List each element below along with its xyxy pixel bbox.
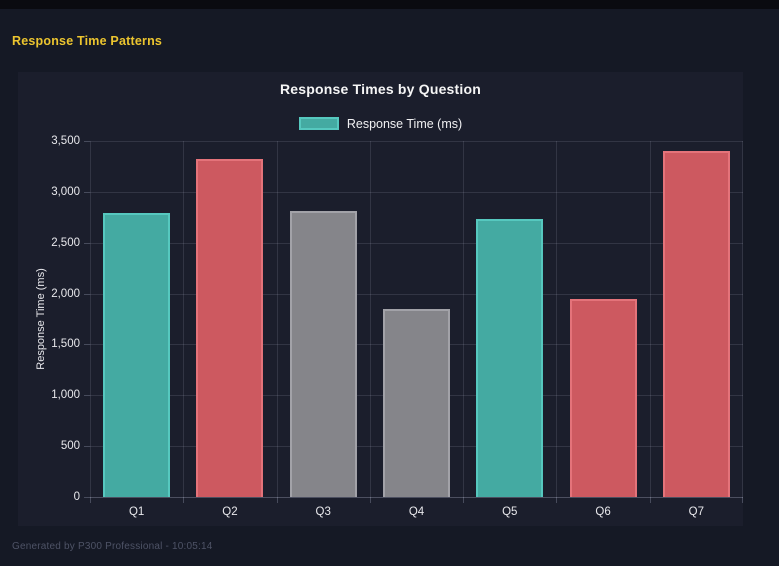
bar-q7[interactable] — [662, 150, 730, 497]
y-tick-label: 1,500 — [51, 338, 80, 351]
y-tick-label: 2,500 — [51, 236, 80, 249]
footer-status: Generated by P300 Professional - 10:05:1… — [12, 541, 213, 552]
plot-area: 0 500 1,000 1,500 2,000 2,500 3,000 3,500 Q1 Q2 Q3… — [51, 135, 743, 518]
y-tick-mark — [84, 497, 90, 498]
y-tick-label: 500 — [60, 440, 80, 453]
chart-title: Response Times by Question — [280, 81, 481, 97]
y-tick-mark — [84, 395, 90, 397]
x-tick-mark — [649, 497, 651, 503]
x-gridline — [369, 141, 371, 497]
x-tick-mark — [742, 497, 743, 503]
x-tick-label: Q6 — [595, 506, 611, 518]
window-top-strip — [0, 0, 779, 9]
chart-legend[interactable]: Response Time (ms) — [18, 116, 743, 131]
x-gridline — [183, 141, 185, 497]
bar-q6[interactable] — [569, 298, 637, 497]
y-gridline — [90, 242, 743, 244]
y-tick-label: 3,500 — [51, 135, 80, 147]
y-gridline — [90, 141, 743, 142]
y-tick-mark — [84, 191, 90, 193]
x-tick-mark — [183, 497, 185, 503]
x-tick-mark — [463, 497, 465, 503]
x-gridline — [276, 141, 278, 497]
y-tick-mark — [84, 141, 90, 142]
x-gridline — [556, 141, 558, 497]
x-tick-label: Q4 — [408, 506, 425, 518]
x-gridline — [90, 141, 91, 497]
y-tick-mark — [84, 293, 90, 295]
x-gridline — [742, 141, 743, 497]
x-tick-label: Q5 — [502, 506, 518, 518]
bar-q5[interactable] — [476, 219, 544, 497]
bar-q1[interactable] — [103, 213, 171, 497]
x-tick-mark — [369, 497, 371, 503]
y-tick-label: 0 — [73, 491, 80, 503]
x-tick-mark — [90, 497, 91, 503]
y-tick-mark — [84, 344, 90, 346]
y-gridline — [90, 497, 743, 498]
chart-panel: Response Times by Question Response Time… — [18, 72, 743, 526]
x-tick-label: Q7 — [688, 506, 705, 518]
legend-color-swatch — [298, 117, 339, 130]
y-tick-label: 2,000 — [51, 287, 80, 300]
y-axis-title: Response Time (ms) — [35, 268, 47, 370]
x-tick-label: Q2 — [222, 506, 238, 518]
x-gridline — [463, 141, 465, 497]
x-gridline — [649, 141, 651, 497]
y-tick-label: 3,000 — [51, 185, 80, 198]
bar-q2[interactable] — [196, 158, 264, 497]
y-tick-mark — [84, 446, 90, 448]
page-title: Response Time Patterns — [12, 34, 163, 48]
y-gridline — [90, 293, 743, 295]
y-gridline — [90, 191, 743, 193]
x-tick-label: Q1 — [128, 506, 145, 518]
bar-q4[interactable] — [383, 309, 450, 497]
x-tick-mark — [556, 497, 558, 503]
x-tick-mark — [276, 497, 278, 503]
y-tick-mark — [84, 242, 90, 244]
bar-q3[interactable] — [289, 211, 357, 497]
x-tick-label: Q3 — [315, 506, 331, 518]
y-tick-label: 1,000 — [51, 389, 80, 402]
legend-label: Response Time (ms) — [346, 116, 463, 131]
